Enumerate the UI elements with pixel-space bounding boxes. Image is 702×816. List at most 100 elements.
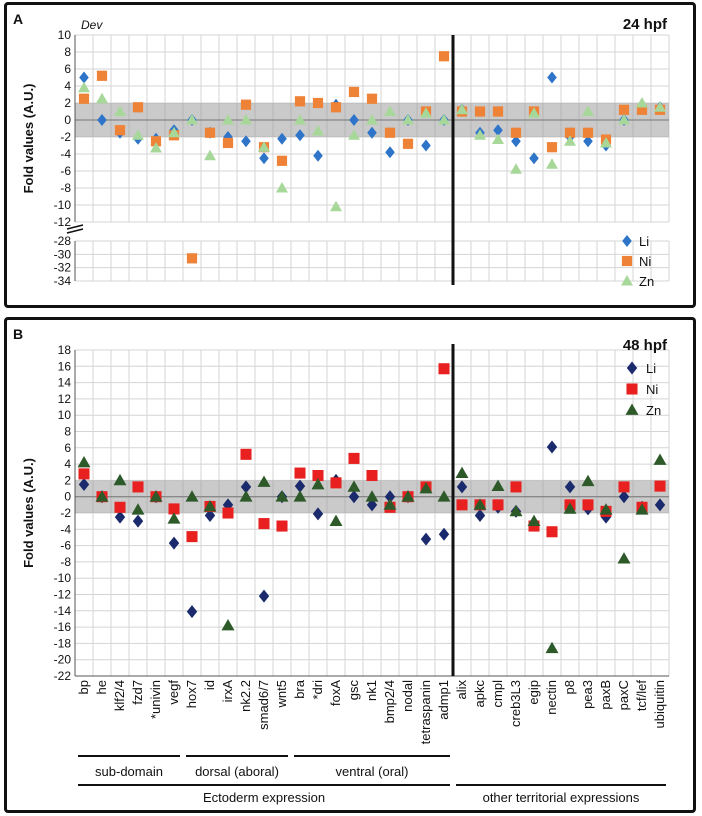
y-tick-label: -18 <box>54 636 72 650</box>
y-tick-label: 0 <box>64 490 71 504</box>
data-point-ni-bra <box>294 96 306 107</box>
data-point-li-alix <box>456 480 468 494</box>
data-point-zn-admp1 <box>438 114 450 125</box>
axis-break-mark <box>66 224 84 230</box>
x-tick-label-klf2-4: klf2/4 <box>112 680 127 711</box>
data-point-zn-foxa <box>329 514 343 527</box>
y-tick-label: 14 <box>58 376 72 390</box>
data-point-ni-wnt5 <box>276 520 288 532</box>
x-tick-label-id: id <box>202 680 217 690</box>
group-label-other-territorial-expressions: other territorial expressions <box>483 790 640 805</box>
data-point-ni-gsc <box>348 86 360 98</box>
data-point-zn-creb3l3 <box>510 163 522 174</box>
data-point-ni-bra <box>294 467 306 479</box>
chart-title: 48 hpf <box>623 337 668 354</box>
x-tick-label-smad6-7: smad6/7 <box>256 680 271 730</box>
data-point-li-nk2-2 <box>240 480 252 494</box>
data-point-zn-irxa <box>222 114 234 125</box>
data-point-ni-nk2-2 <box>240 448 252 460</box>
x-tick-label-tetraspanin: tetraspanin <box>418 680 433 744</box>
data-point-zn-pea3 <box>582 105 594 116</box>
data-point-zn-tcf-lef <box>636 97 648 108</box>
legend: Li Ni Zn <box>625 361 661 418</box>
data-point-zn-ubiquitin <box>654 101 666 112</box>
x-tick-label-nk2-2: nk2.2 <box>238 680 253 712</box>
data-point-li-smad6-7 <box>258 589 270 603</box>
data-point-ni-wnt5 <box>276 155 288 166</box>
data-point-zn-nectin <box>545 641 559 654</box>
data-point-zn-paxc <box>618 114 630 125</box>
data-point-zn-bp <box>78 81 90 93</box>
x-tick-label-nk1: nk1 <box>364 680 379 701</box>
y-tick-label: -6 <box>60 164 71 178</box>
data-point-ni-gsc <box>348 452 360 464</box>
x-tick-label-paxc: paxC <box>616 680 631 710</box>
data-point-li-dri <box>312 507 324 521</box>
data-point-zn-pea3 <box>581 474 595 487</box>
group-label-ectoderm-expression: Ectoderm expression <box>203 790 325 805</box>
data-point-li-smad6-7 <box>259 152 269 165</box>
legend-marker-li <box>626 361 638 375</box>
y-tick-label: 10 <box>58 28 72 42</box>
y-tick-label: -8 <box>60 181 71 195</box>
series-zn <box>78 81 666 212</box>
data-point-zn-vegf <box>167 512 181 524</box>
data-point-ni-bp <box>78 93 90 104</box>
data-point-zn-tetraspanin <box>419 482 433 494</box>
x-tick-label-fzd7: fzd7 <box>130 680 145 705</box>
legend-marker-zn <box>621 275 633 286</box>
data-point-ni-p8 <box>564 127 576 138</box>
panel-letter: B <box>13 326 23 342</box>
data-point-zn-nk1 <box>365 490 379 502</box>
data-point-zn-he <box>96 92 108 104</box>
data-point-li-klf2-4 <box>114 510 126 524</box>
data-point-li-fzd7 <box>132 514 144 528</box>
x-tick-label-vegf: vegf <box>166 680 181 705</box>
data-point-zn-creb3l3 <box>509 504 523 517</box>
data-point-zn-irxa <box>221 618 235 631</box>
y-tick-label: -10 <box>54 571 72 585</box>
data-point-ni-hox7 <box>186 253 198 264</box>
y-tick-label: 8 <box>64 45 71 59</box>
data-point-zn-egip <box>527 514 541 527</box>
data-point-zn-paxb <box>599 503 613 515</box>
x-tick-label-pea3: pea3 <box>580 680 595 709</box>
data-point-zn-apkc <box>473 498 487 510</box>
y-tick-label: 0 <box>64 113 71 127</box>
data-point-ni-cmpl <box>492 499 504 511</box>
data-point-li-he <box>97 114 107 126</box>
x-tick-label-nodal: nodal <box>400 680 415 712</box>
data-point-li-bra <box>295 129 305 142</box>
data-point-zn-tetraspanin <box>420 107 432 118</box>
x-tick-label-dri: *dri <box>310 680 325 700</box>
y-tick-label: 4 <box>64 457 71 471</box>
data-point-ni-irxa <box>222 137 234 149</box>
data-point-li-cmpl <box>493 124 503 137</box>
x-tick-label-admp1: admp1 <box>436 680 451 720</box>
panel-a-grid <box>74 34 670 282</box>
gene-groups: sub-domain dorsal (aboral) ventral (oral) E… <box>78 755 666 805</box>
data-point-zn-tcf-lef <box>635 503 649 515</box>
data-point-li-bp <box>78 477 90 491</box>
panel-b: 18 16 14 12 10 8 6 4 2 0 -2 -4 -6 -8 -10 -12 -14 -16 -18 -2… <box>4 317 696 813</box>
y-tick-label: -16 <box>54 620 72 634</box>
data-point-li-bmp2-4 <box>384 490 396 504</box>
y-tick-label: 6 <box>64 62 71 76</box>
chart-subtitle: Dev <box>81 18 103 32</box>
y-tick-label: -32 <box>54 261 72 275</box>
data-point-li-dri <box>313 149 323 162</box>
data-point-li-nk1 <box>367 126 377 139</box>
data-point-zn-paxb <box>600 136 612 148</box>
data-point-zn-foxa <box>330 200 342 212</box>
x-tick-label-egip: egip <box>526 680 541 705</box>
data-point-ni-vegf <box>168 503 180 515</box>
legend: Li Ni Zn <box>621 234 654 289</box>
y-tick-label: -6 <box>60 539 71 553</box>
y-tick-label: -2 <box>60 130 71 144</box>
data-point-ni-cmpl <box>492 106 504 117</box>
data-point-li-nectin <box>546 440 558 454</box>
data-point-ni-fzd7 <box>132 481 144 493</box>
data-point-ni-ubiquitin <box>654 480 666 492</box>
data-point-ni-bmp2-4 <box>384 127 396 138</box>
data-point-zn-wnt5 <box>276 182 288 193</box>
